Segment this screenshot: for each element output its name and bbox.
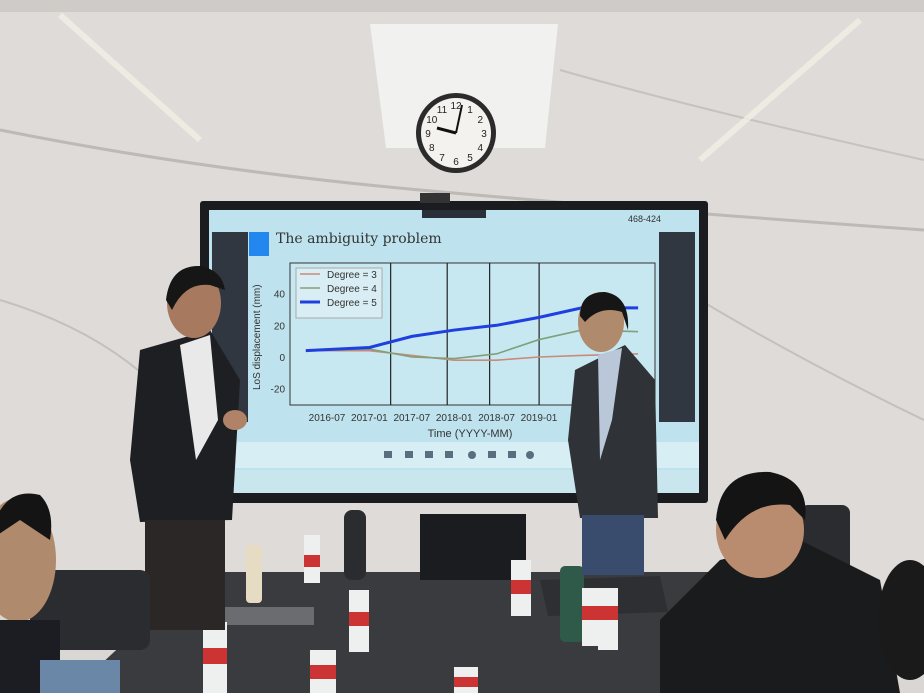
y-tick-label: 0 (279, 353, 285, 364)
camera-icon (420, 193, 450, 203)
slide-logo (249, 232, 269, 256)
laptop (420, 514, 526, 580)
clock-numeral: 8 (429, 143, 435, 154)
clock-numeral: 7 (439, 153, 445, 164)
x-tick-label: 2019-01 (521, 413, 558, 424)
tablet (222, 607, 314, 625)
audience-member-right (660, 471, 924, 693)
paper-sign (370, 24, 558, 148)
clock-numeral: 2 (477, 115, 483, 126)
water-bottles (203, 535, 618, 693)
conference-camera (344, 510, 366, 580)
legend: Degree = 3 Degree = 4 Degree = 5 (295, 267, 383, 319)
slide-title: The ambiguity problem (276, 231, 442, 247)
x-tick-label: 2017-07 (393, 413, 430, 424)
screen-caption: 468-424 (628, 214, 661, 224)
x-tick-label: 2016-07 (309, 413, 346, 424)
clock-numeral: 9 (425, 129, 431, 140)
series-line-degree-4 (305, 329, 639, 360)
presenter-left (130, 265, 247, 630)
clock-numeral: 5 (467, 153, 473, 164)
legend-label: Degree = 5 (327, 298, 377, 309)
clock-numeral: 10 (426, 115, 438, 126)
x-tick-label: 2018-01 (436, 413, 473, 424)
audience-member-left (0, 493, 150, 693)
legend-label: Degree = 4 (327, 284, 377, 295)
y-tick-label: 40 (274, 290, 286, 301)
y-tick-label: -20 (271, 385, 286, 396)
clock-numeral: 11 (437, 105, 448, 116)
clock-numeral: 6 (453, 157, 459, 168)
x-axis-label: Time (YYYY-MM) (428, 428, 513, 440)
clock-numeral: 12 (450, 101, 462, 112)
clock-numeral: 4 (477, 143, 483, 154)
presenter-right (568, 292, 658, 575)
series-line-degree-5 (305, 306, 639, 353)
y-tick-label: 20 (274, 321, 286, 332)
x-tick-label: 2018-07 (478, 413, 515, 424)
x-tick-label: 2017-01 (351, 413, 388, 424)
y-axis-label: LoS displacement (mm) (252, 284, 263, 390)
series-line-degree-3 (305, 349, 639, 361)
legend-label: Degree = 3 (327, 270, 377, 281)
clock-numeral: 1 (467, 105, 473, 116)
clock-numeral: 3 (481, 129, 487, 140)
